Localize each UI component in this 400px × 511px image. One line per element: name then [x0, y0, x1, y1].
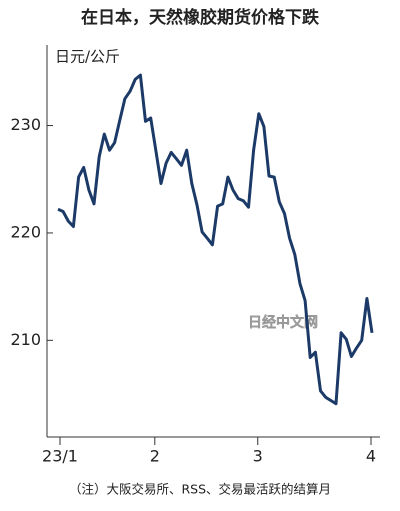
x-tick-label: 23/1	[42, 447, 78, 466]
line	[57, 73, 374, 406]
note: （注）大阪交易所、RSS、交易最活跃的结算月	[69, 482, 331, 497]
x-tick-label: 2	[150, 447, 160, 466]
x-tick-label: 3	[253, 447, 263, 466]
x-tick-label: 4	[366, 447, 376, 466]
chart-title: 在日本，天然橡胶期货价格下跌	[81, 7, 320, 28]
watermark: 日经中文网	[248, 314, 318, 331]
y-tick-label: 220	[10, 222, 41, 241]
y-axis-label: 日元/公斤	[55, 48, 120, 66]
y-tick-label: 210	[10, 330, 41, 349]
y-tick-label: 230	[10, 115, 41, 134]
